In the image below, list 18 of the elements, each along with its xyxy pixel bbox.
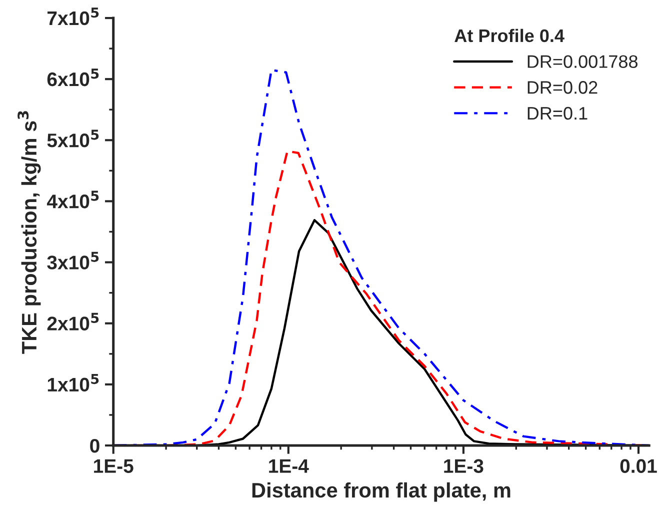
y-axis-title: TKE production, kg/m s$^{3}$ xyxy=(18,111,41,354)
y-tick-label: 5x10$^{5}$ xyxy=(47,130,99,148)
y-tick-label: 7x10$^{5}$ xyxy=(48,8,99,26)
x-tick-label: 1E-4 xyxy=(269,459,309,473)
legend-label: DR=0.1 xyxy=(528,106,588,120)
legend-label: DR=0.02 xyxy=(528,81,598,94)
y-tick-label: 4x10$^{5}$ xyxy=(46,190,99,208)
legend-title: At Profile 0.4 xyxy=(454,28,564,42)
x-tick-label: 1E-3 xyxy=(444,459,484,473)
x-tick-label: 1E-5 xyxy=(94,459,134,473)
legend-label: DR=0.001788 xyxy=(528,55,638,68)
x-axis-title: Distance from flat plate, m xyxy=(252,482,510,502)
y-tick-label: 1x10$^{5}$ xyxy=(48,374,99,392)
y-tick-label: 6x10$^{5}$ xyxy=(47,68,99,86)
x-tick-label: 0.01 xyxy=(620,459,657,473)
y-tick-label: 0 xyxy=(90,438,100,453)
y-tick-label: 2x10$^{5}$ xyxy=(47,312,99,330)
y-tick-label: 3x10$^{5}$ xyxy=(47,252,99,270)
